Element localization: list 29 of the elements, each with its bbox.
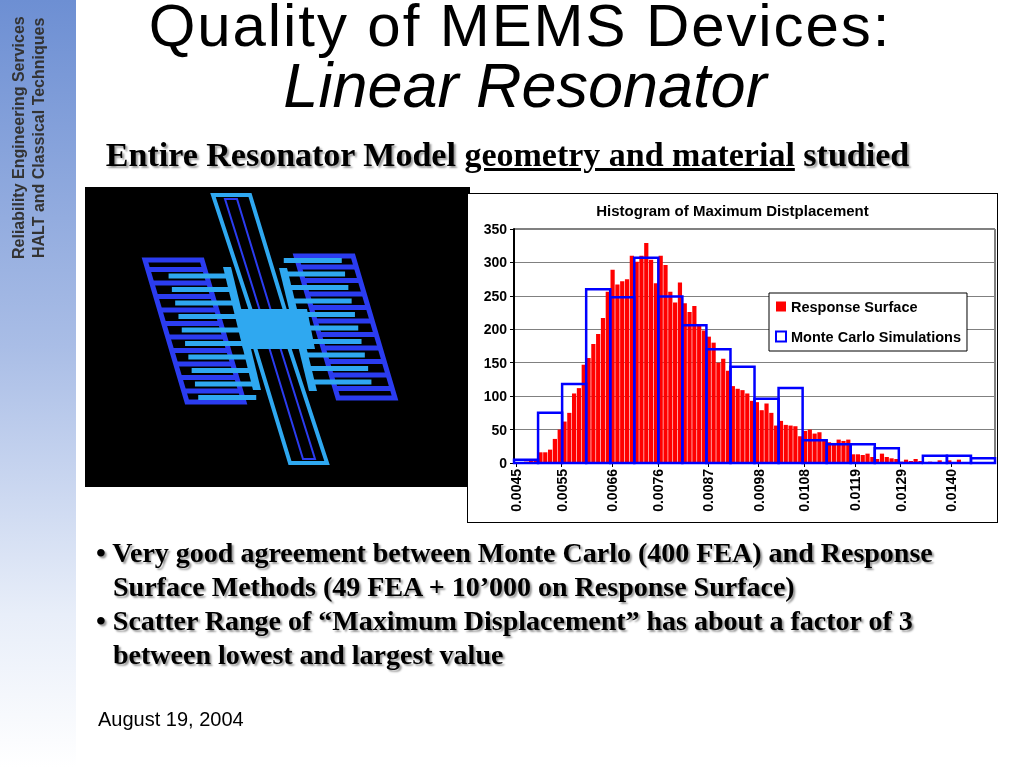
text: geometry and material [464,136,795,173]
text: Entire Resonator Model [105,136,456,173]
y-tick-label: 100 [483,388,508,405]
x-tick-label: 0.0055 [553,468,570,512]
y-tick-label: 200 [483,321,508,338]
y-tick-label: 300 [483,254,508,271]
text: studied [803,136,910,173]
x-tick-label: 0.0140 [943,468,960,512]
x-tick-label: 0.0066 [604,468,621,512]
x-tick-label: 0.0087 [700,468,717,512]
x-tick-label: 0.0098 [750,468,767,512]
text: HALT and Classical Techniques [29,16,48,261]
x-tick-label: 0.0108 [796,468,813,512]
y-tick-label: 0 [499,455,508,471]
y-tick-label: 150 [483,354,508,371]
chart-title: Histogram of Maximum Distplacement [596,202,869,219]
legend-label: Monte Carlo Simulations [791,328,961,345]
text: • Scatter Range of “Maximum Displacement” has about a factor of 3 between lowest and largest value [96,604,914,672]
x-tick-label: 0.0119 [846,468,863,512]
y-tick-label: 50 [491,421,508,438]
text: Reliability Engineering Services [9,15,28,262]
y-tick-label: 350 [483,221,508,237]
text: • Very good agreement between Monte Carlo (400 FEA) and Response Surface Methods (49 FEA + 10’000 on Response Surface) [96,536,934,604]
legend-label: Response Surface [791,298,918,315]
x-tick-label: 0.0129 [892,468,909,512]
text: August 19, 2004 [98,708,244,730]
y-tick-label: 250 [483,287,508,304]
x-tick-label: 0.0076 [649,468,666,512]
x-tick-label: 0.0045 [507,468,524,512]
